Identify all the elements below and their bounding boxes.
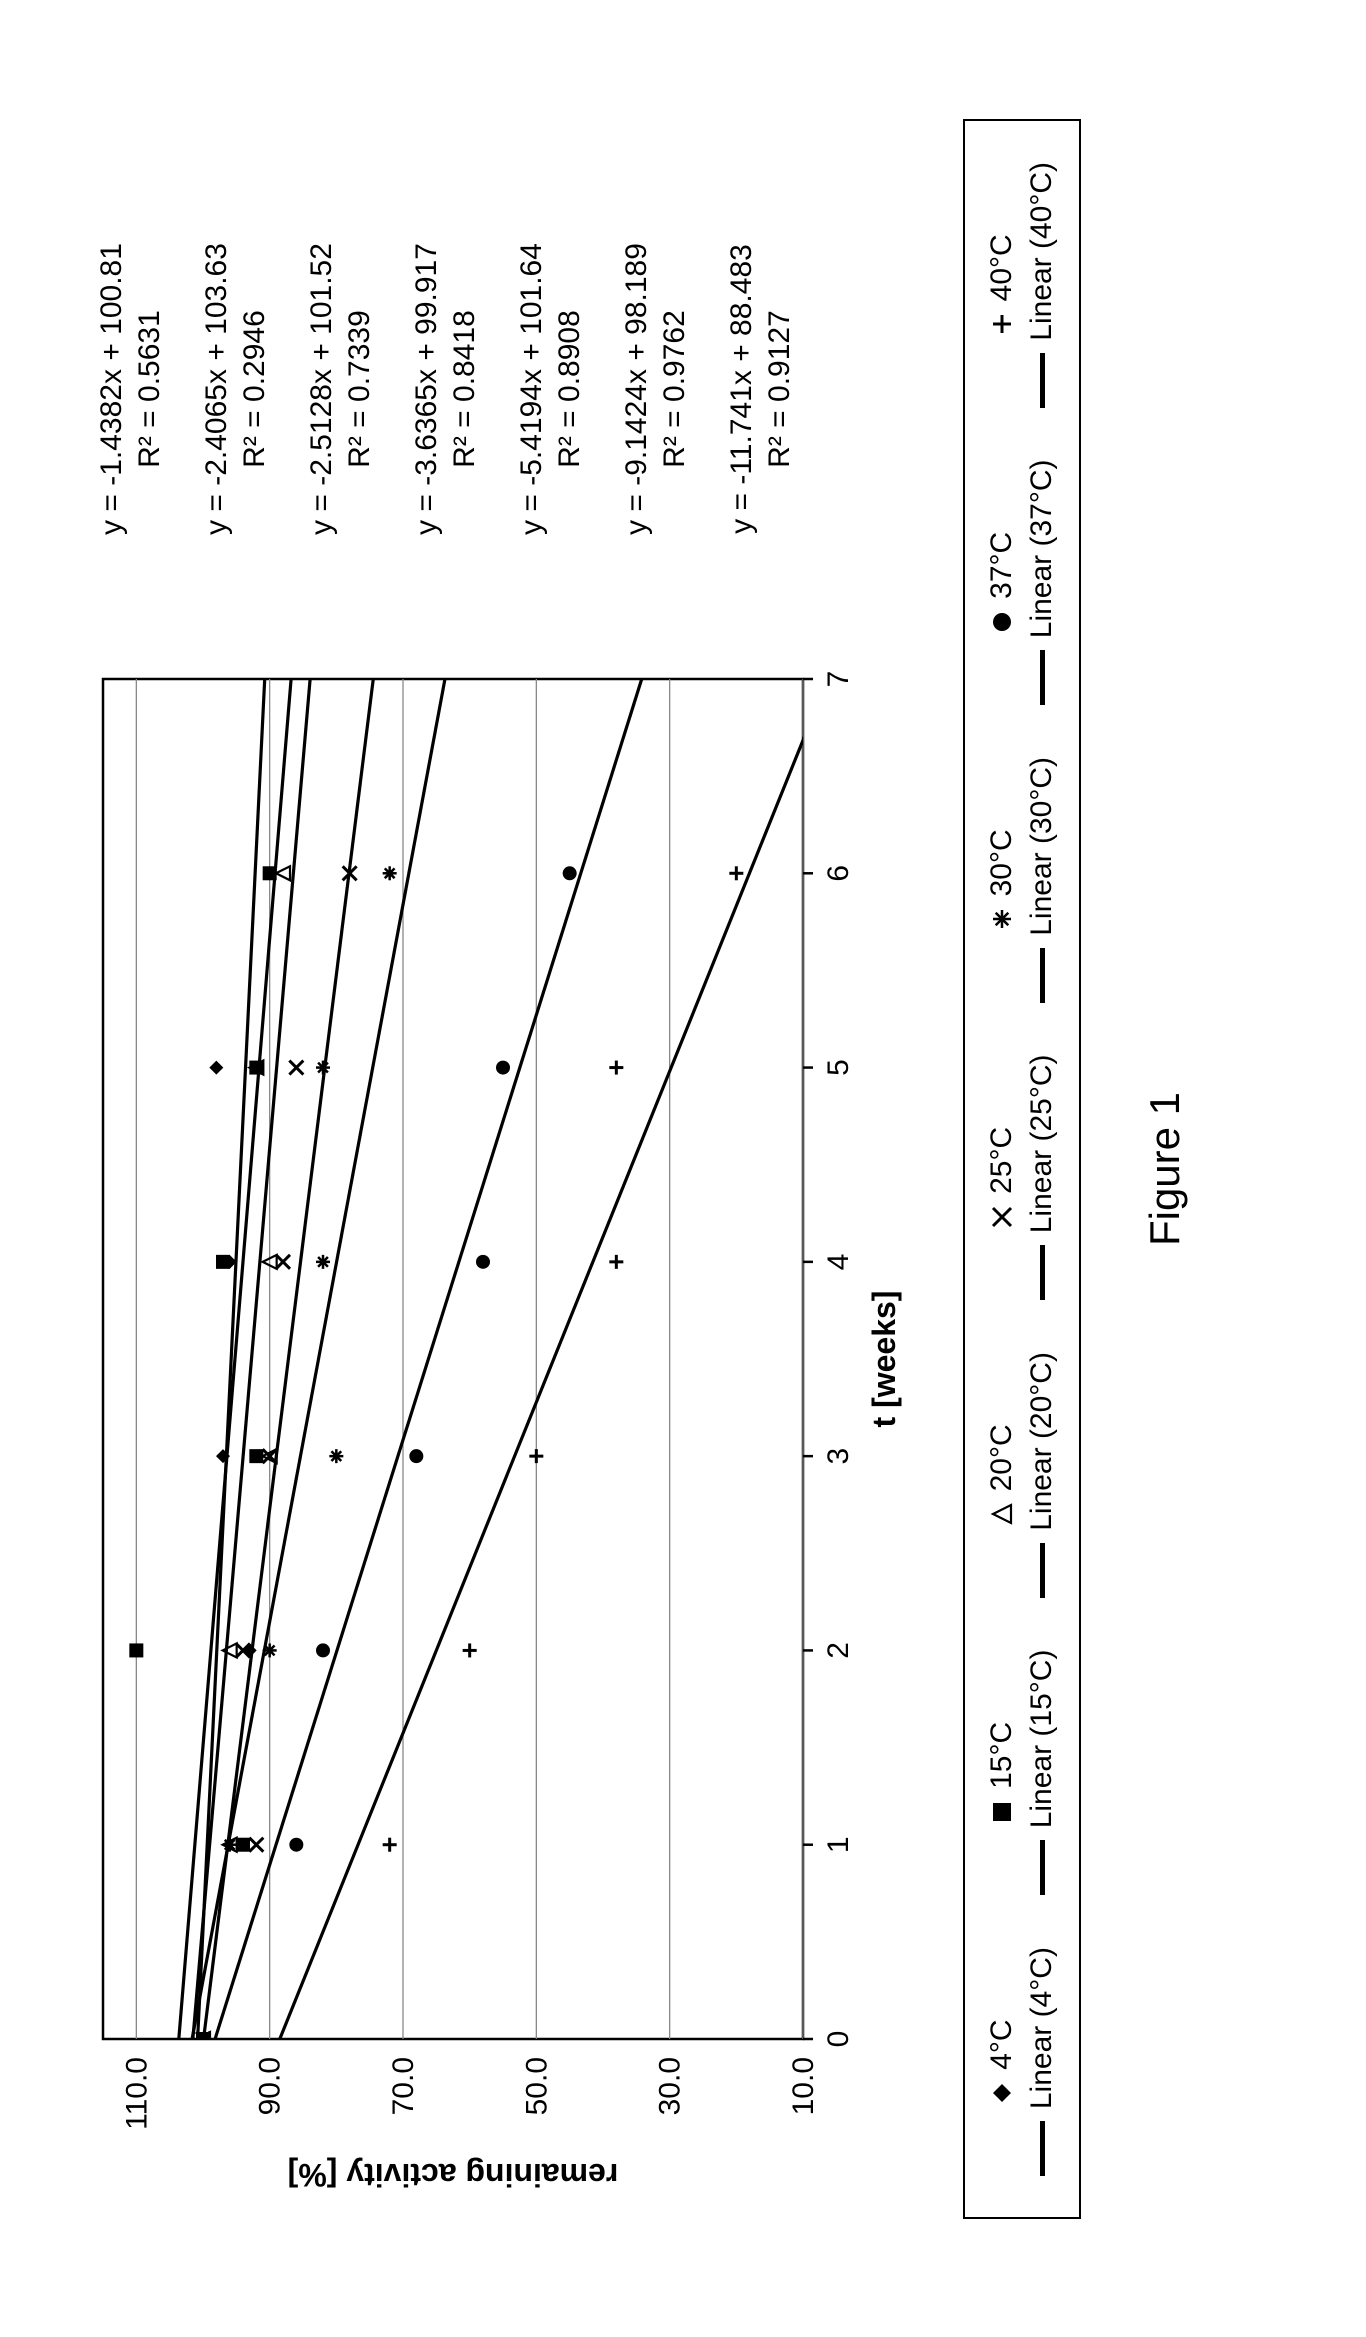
legend-item: 4°C <box>985 2019 1019 2103</box>
legend-item: Linear (40°C) <box>1025 161 1059 407</box>
svg-text:6: 6 <box>822 864 855 881</box>
legend-item: Linear (30°C) <box>1025 757 1059 1003</box>
regression-equations: y = -1.4382x + 100.81R² = 0.5631 y = -2.4… <box>83 149 828 659</box>
legend-row-lines: Linear (4°C) Linear (15°C) Linear (20°C) Li… <box>1025 141 1059 2197</box>
legend-item: Linear (15°C) <box>1025 1649 1059 1895</box>
legend-item: 40°C <box>985 234 1019 335</box>
chart-legend: 4°C15°C20°C 25°C 30°C37°C 40°CLinear (4°… <box>963 119 1081 2219</box>
legend-item: Linear (4°C) <box>1025 1947 1059 2176</box>
legend-item: Linear (20°C) <box>1025 1352 1059 1598</box>
svg-text:50.0: 50.0 <box>520 2057 553 2115</box>
svg-text:30.0: 30.0 <box>654 2057 687 2115</box>
legend-item: Linear (25°C) <box>1025 1054 1059 1300</box>
regression-equation: y = -11.741x + 88.483R² = 0.9127 <box>723 149 798 629</box>
svg-text:110.0: 110.0 <box>120 2057 153 2130</box>
figure-1: { "figure_caption": "Figure 1", "chart":… <box>83 119 1283 2219</box>
legend-item: Linear (37°C) <box>1025 459 1059 705</box>
svg-text:70.0: 70.0 <box>387 2057 420 2115</box>
legend-row-markers: 4°C 15°C 20°C 25°C 30°C 37°C 40°C <box>985 141 1019 2197</box>
legend-item: 20°C <box>985 1424 1019 1525</box>
svg-text:1: 1 <box>822 1836 855 1853</box>
figure-caption: Figure 1 <box>1141 119 1189 2219</box>
svg-text:4: 4 <box>822 1253 855 1270</box>
legend-item: 15°C <box>985 1721 1019 1822</box>
activity-chart: 10.0 30.0 50.0 70.0 90.0 110.0 0 1 2 3 4 5 6 7 remaini… <box>83 659 913 2219</box>
svg-text:5: 5 <box>822 1059 855 1076</box>
svg-text:2: 2 <box>822 1642 855 1659</box>
svg-text:t [weeks]: t [weeks] <box>866 1290 902 1427</box>
regression-equation: y = -1.4382x + 100.81R² = 0.5631 <box>93 149 168 629</box>
svg-text:10.0: 10.0 <box>787 2057 820 2115</box>
svg-text:7: 7 <box>822 670 855 687</box>
regression-equation: y = -9.1424x + 98.189R² = 0.9762 <box>618 149 693 629</box>
regression-equation: y = -5.4194x + 101.64R² = 0.8908 <box>513 149 588 629</box>
legend-item: 30°C <box>985 829 1019 930</box>
regression-equation: y = -2.5128x + 101.52R² = 0.7339 <box>303 149 378 629</box>
svg-text:90.0: 90.0 <box>254 2057 287 2115</box>
svg-text:3: 3 <box>822 1447 855 1464</box>
svg-text:remaining activity [%]: remaining activity [%] <box>288 2157 619 2193</box>
legend-item: 37°C <box>985 531 1019 632</box>
regression-equation: y = -2.4065x + 103.63R² = 0.2946 <box>198 149 273 629</box>
svg-text:0: 0 <box>822 2030 855 2047</box>
legend-item: 25°C <box>985 1126 1019 1227</box>
regression-equation: y = -3.6365x + 99.917R² = 0.8418 <box>408 149 483 629</box>
